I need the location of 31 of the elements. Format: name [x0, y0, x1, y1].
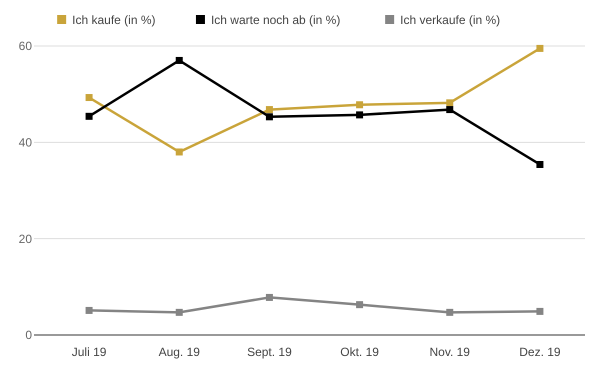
x-tick-label: Dez. 19: [519, 345, 561, 359]
x-tick-label: Sept. 19: [247, 345, 292, 359]
x-tick-label: Okt. 19: [340, 345, 380, 359]
point: [176, 148, 183, 156]
y-tick-label: 0: [25, 328, 32, 342]
point: [266, 113, 273, 120]
point: [86, 306, 93, 314]
point: [356, 301, 364, 308]
point: [266, 106, 273, 114]
y-tick-label: 40: [18, 136, 32, 150]
point: [446, 106, 454, 114]
legend-label: Ich verkaufe (in %): [400, 13, 500, 28]
point: [536, 308, 544, 315]
point: [356, 111, 364, 118]
point: [176, 56, 183, 64]
x-tick-label: Aug. 19: [158, 345, 200, 359]
point: [86, 94, 93, 102]
point: [536, 160, 544, 168]
x-tick-label: Juli 19: [72, 345, 107, 359]
point: [356, 101, 364, 108]
x-tick-label: Nov. 19: [430, 345, 470, 359]
point: [86, 112, 93, 120]
y-tick-label: 60: [18, 39, 32, 54]
legend-label: Ich warte noch ab (in %): [210, 13, 340, 28]
point: [266, 294, 273, 301]
point: [536, 44, 544, 52]
point: [446, 308, 454, 316]
point: [176, 308, 183, 316]
y-tick-label: 20: [18, 232, 32, 246]
point: [446, 99, 454, 106]
legend-label: Ich kaufe (in %): [72, 13, 156, 28]
